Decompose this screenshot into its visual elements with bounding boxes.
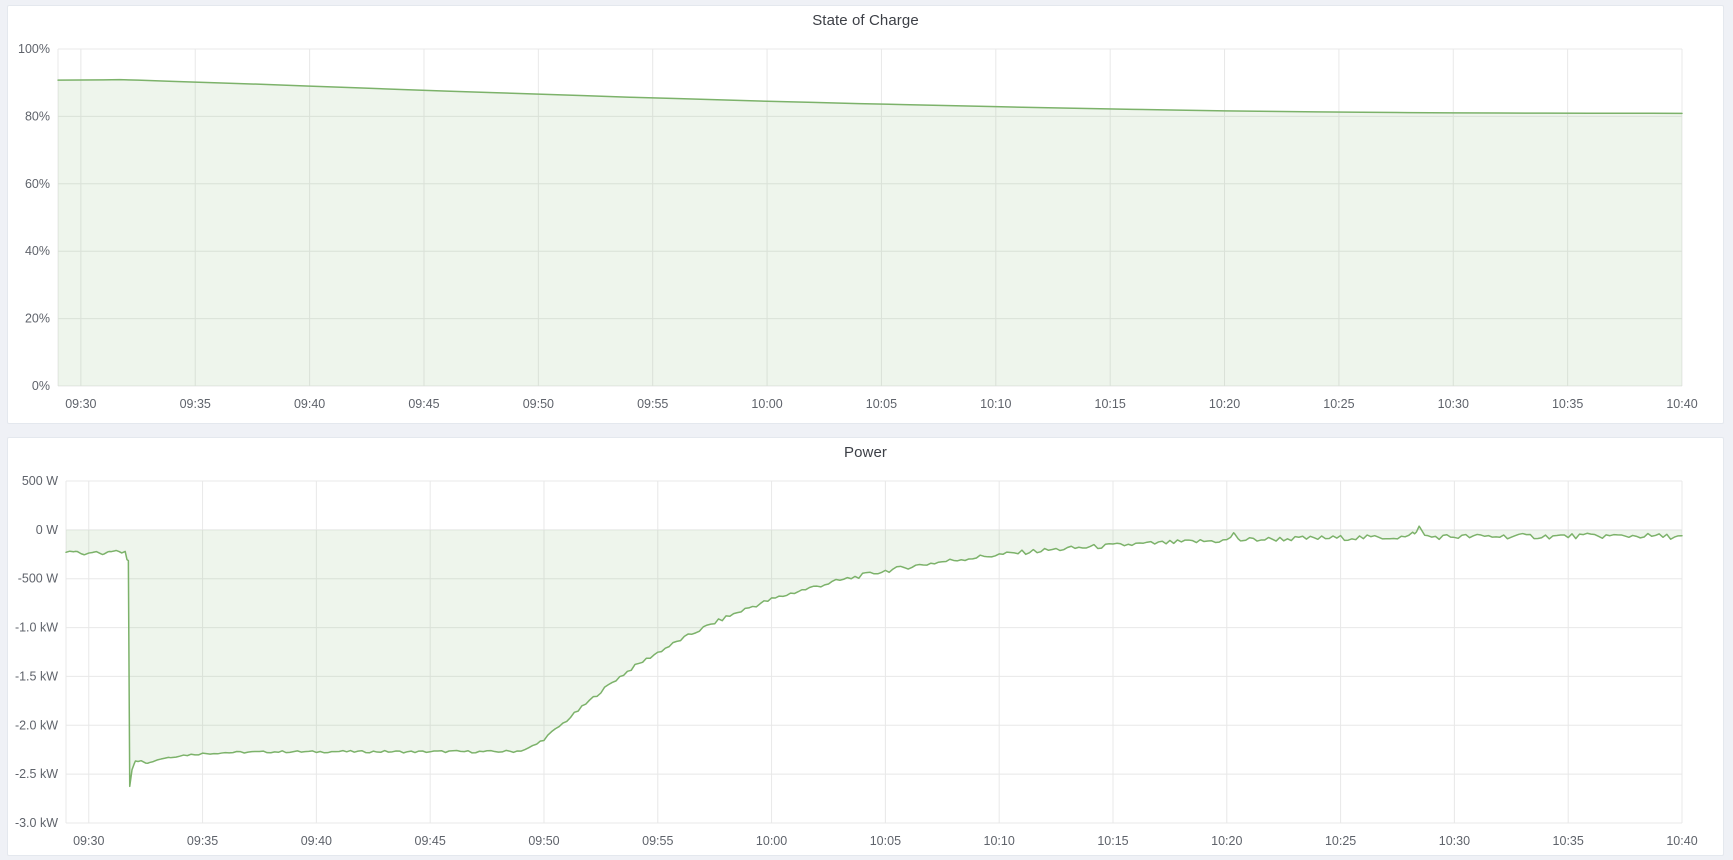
y-axis-tick-label: 100% [18,42,50,56]
x-axis-tick-label: 10:30 [1439,834,1470,848]
x-axis-tick-label: 09:50 [528,834,559,848]
x-axis-tick-label: 10:10 [980,397,1011,411]
panel-header-state-of-charge: State of Charge [8,6,1723,34]
y-axis-tick-label: 0 W [36,523,58,537]
panel-state-of-charge: State of Charge 100% 80% 60% 40% 20% 0% 09:30 0… [7,5,1724,424]
x-axis-tick-label: 10:00 [756,834,787,848]
series-area-fill [66,526,1682,787]
x-axis-tick-label: 10:05 [870,834,901,848]
x-axis-tick-label: 10:20 [1209,397,1240,411]
x-axis-tick-label: 09:55 [637,397,668,411]
y-axis-tick-label: 40% [25,244,50,258]
x-axis-tick-label: 10:35 [1552,397,1583,411]
series-line [65,525,1683,788]
y-axis-tick-label: 20% [25,312,50,326]
x-axis-tick-label: 09:45 [408,397,439,411]
x-axis-tick-label: 09:40 [294,397,325,411]
y-axis-tick-label: 500 W [22,474,58,488]
x-axis-tick-label: 09:45 [415,834,446,848]
x-axis-tick-label: 10:15 [1097,834,1128,848]
y-axis-tick-label: 80% [25,109,50,123]
series-area-fill [58,79,1682,387]
x-axis-tick-label: 10:20 [1211,834,1242,848]
y-axis-tick-label: -2.0 kW [15,718,58,732]
x-axis-tick-label: 10:35 [1553,834,1584,848]
x-axis-tick-label: 10:25 [1323,397,1354,411]
x-axis-tick-label: 09:40 [301,834,332,848]
x-axis-tick-label: 10:40 [1666,397,1697,411]
x-axis-tick-label: 10:40 [1666,834,1697,848]
state-of-charge-chart[interactable]: 100% 80% 60% 40% 20% 0% 09:30 09:35 09:40 09:45 09… [8,34,1723,423]
x-axis-tick-label: 10:00 [751,397,782,411]
y-axis-tick-label: -3.0 kW [15,816,58,830]
y-axis-tick-label: -1.5 kW [15,669,58,683]
x-axis-tick-label: 10:15 [1095,397,1126,411]
x-axis-tick-label: 09:30 [65,397,96,411]
x-axis-tick-label: 09:55 [642,834,673,848]
panel-title-power[interactable]: Power [843,443,888,461]
x-axis-tick-label: 09:30 [73,834,104,848]
y-axis-tick-label: -1.0 kW [15,621,58,635]
x-axis-tick-label: 09:35 [180,397,211,411]
y-axis-tick-label: 0% [32,379,50,393]
x-axis-tick-label: 10:10 [984,834,1015,848]
x-axis-tick-label: 09:50 [523,397,554,411]
series-line [57,78,1683,115]
x-axis-tick-label: 10:25 [1325,834,1356,848]
y-axis-tick-label: -2.5 kW [15,767,58,781]
y-axis-tick-label: 60% [25,177,50,191]
x-axis-tick-label: 10:30 [1438,397,1469,411]
panel-power: Power 500 W 0 W -500 W -1.0 kW -1.5 kW -2.0 k… [7,437,1724,856]
power-chart[interactable]: 500 W 0 W -500 W -1.0 kW -1.5 kW -2.0 kW -2.5 … [8,466,1723,855]
y-axis-tick-label: -500 W [18,572,58,586]
panel-header-power: Power [8,438,1723,466]
x-axis-tick-label: 10:05 [866,397,897,411]
panel-title-state-of-charge[interactable]: State of Charge [812,11,919,29]
x-axis-tick-label: 09:35 [187,834,218,848]
